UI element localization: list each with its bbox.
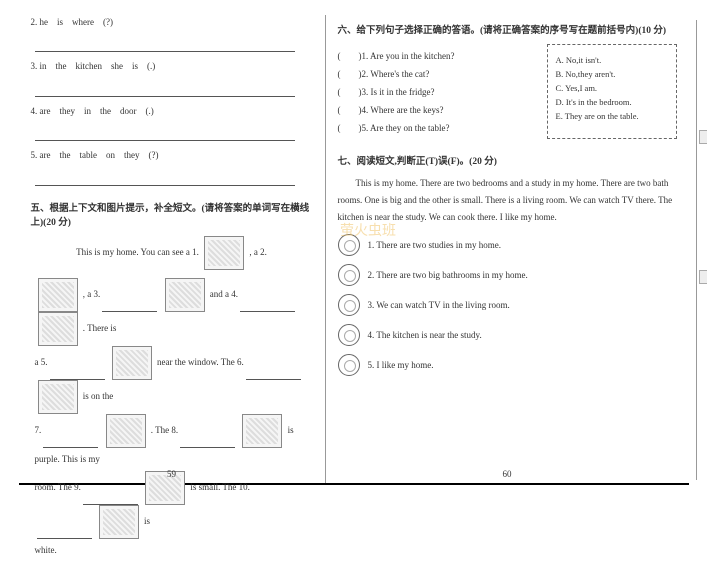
binding-line xyxy=(696,20,697,480)
blank-4[interactable] xyxy=(240,300,295,312)
section-7-title: 七、阅读短文,判断正(T)误(F)。(20 分) xyxy=(338,153,677,167)
option-c: C. Yes,I am. xyxy=(556,83,668,93)
watermark: 萤火虫班 xyxy=(340,220,396,240)
tf-5: 5. I like my home. xyxy=(368,360,434,370)
fill-passage: , a 3. and a 4. . There is a 5. near the… xyxy=(31,278,313,562)
paren-4[interactable]: ( xyxy=(338,103,359,116)
option-e: E. They are on the table. xyxy=(556,111,668,121)
page-number-left: 59 xyxy=(167,469,176,479)
paren-5[interactable]: ( xyxy=(338,121,359,134)
option-d: D. It's in the bedroom. xyxy=(556,97,668,107)
picture-6 xyxy=(38,380,78,414)
question-5: 5. are the table on they (?) xyxy=(31,147,313,163)
blank-9[interactable] xyxy=(83,493,138,505)
picture-1 xyxy=(204,236,244,270)
answer-blank-2[interactable] xyxy=(35,40,295,52)
blank-7[interactable] xyxy=(43,436,98,448)
passage-intro: This is my home. You can see a 1. , a 2. xyxy=(31,236,313,270)
q3-text: 3. in the kitchen she is (.) xyxy=(31,61,156,71)
blank-10[interactable] xyxy=(37,527,92,539)
answer-options-box: A. No,it isn't. B. No,they aren't. C. Ye… xyxy=(547,44,677,139)
text-a5: a 5. xyxy=(35,357,48,367)
tf-circle-3[interactable] xyxy=(338,294,360,316)
side-tab-1 xyxy=(699,130,707,144)
text-is: is xyxy=(144,516,150,526)
right-page: 六、给下列句子选择正确的答语。(请将正确答案的序号写在题前括号内)(10 分) … xyxy=(326,0,689,483)
tf-1: 1. There are two studies in my home. xyxy=(368,240,502,250)
page-number-right: 60 xyxy=(503,469,512,479)
text-ison: is on the xyxy=(83,391,114,401)
text-a2: , a 2. xyxy=(249,247,267,257)
side-tab-2 xyxy=(699,270,707,284)
paren-3[interactable]: ( xyxy=(338,85,359,98)
match-q4: )4. Where are the keys? xyxy=(359,105,539,115)
q4-text: 4. are they in the door (.) xyxy=(31,106,154,116)
tf-3: 3. We can watch TV in the living room. xyxy=(368,300,510,310)
question-2: 2. he is where (?) xyxy=(31,14,313,30)
paren-2[interactable]: ( xyxy=(338,67,359,80)
tf-circle-5[interactable] xyxy=(338,354,360,376)
match-questions: ( )1. Are you in the kitchen? ( )2. Wher… xyxy=(338,44,539,139)
text-there: . There is xyxy=(83,323,117,333)
picture-8 xyxy=(242,414,282,448)
text-a3: , a 3. xyxy=(83,289,101,299)
section-5-title: 五、根据上下文和图片提示，补全短文。(请将答案的单词写在横线上)(20 分) xyxy=(31,200,313,228)
question-3: 3. in the kitchen she is (.) xyxy=(31,58,313,74)
picture-10 xyxy=(99,505,139,539)
text-and4: and a 4. xyxy=(210,289,238,299)
text-room9: room. The 9. xyxy=(35,482,81,492)
blank-3[interactable] xyxy=(102,300,157,312)
tf-circle-2[interactable] xyxy=(338,264,360,286)
section-6-title: 六、给下列句子选择正确的答语。(请将正确答案的序号写在题前括号内)(10 分) xyxy=(338,22,677,36)
picture-7 xyxy=(106,414,146,448)
tf-2: 2. There are two big bathrooms in my hom… xyxy=(368,270,528,280)
answer-blank-4[interactable] xyxy=(35,129,295,141)
tf-circle-4[interactable] xyxy=(338,324,360,346)
blank-6[interactable] xyxy=(246,368,301,380)
picture-5 xyxy=(112,346,152,380)
option-a: A. No,it isn't. xyxy=(556,55,668,65)
q2-text: 2. he is where (?) xyxy=(31,17,113,27)
left-page: 2. he is where (?) 3. in the kitchen she… xyxy=(19,0,325,483)
option-b: B. No,they aren't. xyxy=(556,69,668,79)
picture-4 xyxy=(38,312,78,346)
text-white: white. xyxy=(35,545,57,555)
picture-3 xyxy=(165,278,205,312)
blank-8[interactable] xyxy=(180,436,235,448)
text-the8: . The 8. xyxy=(151,425,178,435)
picture-2 xyxy=(38,278,78,312)
match-q2: )2. Where's the cat? xyxy=(359,69,539,79)
text-7: 7. xyxy=(35,425,42,435)
paren-1[interactable]: ( xyxy=(338,49,359,62)
text-small10: is small. The 10. xyxy=(190,482,250,492)
text-near: near the window. The 6. xyxy=(157,357,244,367)
blank-5[interactable] xyxy=(50,368,105,380)
match-q5: )5. Are they on the table? xyxy=(359,123,539,133)
answer-blank-5[interactable] xyxy=(35,174,295,186)
intro-text: This is my home. You can see a 1. xyxy=(76,247,199,257)
reading-passage: This is my home. There are two bedrooms … xyxy=(338,175,677,226)
match-q3: )3. Is it in the fridge? xyxy=(359,87,539,97)
question-4: 4. are they in the door (.) xyxy=(31,103,313,119)
tf-4: 4. The kitchen is near the study. xyxy=(368,330,482,340)
answer-blank-3[interactable] xyxy=(35,85,295,97)
match-q1: )1. Are you in the kitchen? xyxy=(359,51,539,61)
q5-text: 5. are the table on they (?) xyxy=(31,150,159,160)
